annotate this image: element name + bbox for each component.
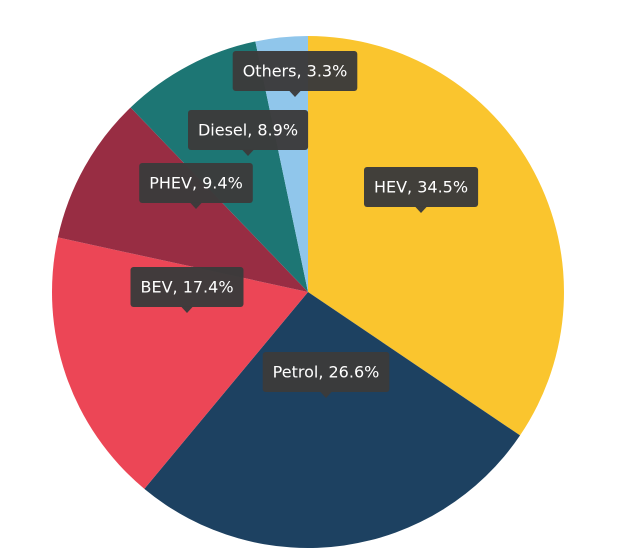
tooltip-petrol: Petrol, 26.6% <box>262 352 390 398</box>
tooltip-label: Others, 3.3% <box>243 62 348 81</box>
tooltip-box <box>130 267 244 307</box>
tooltip-pointer <box>242 149 254 156</box>
tooltip-box <box>232 51 358 91</box>
tooltip-box <box>139 163 253 203</box>
tooltip-label: Petrol, 26.6% <box>273 363 380 382</box>
tooltip-bev: BEV, 17.4% <box>130 267 244 313</box>
tooltip-pointer <box>320 391 332 398</box>
tooltip-pointer <box>289 90 301 97</box>
pie-slice-bev[interactable] <box>51 237 309 489</box>
tooltip-label: HEV, 34.5% <box>374 178 468 197</box>
tooltip-diesel: Diesel, 8.9% <box>188 110 309 156</box>
slice-tooltips: HEV, 34.5% Petrol, 26.6% BEV, 17.4% PHEV, 9… <box>130 51 479 398</box>
tooltip-label: BEV, 17.4% <box>140 278 233 297</box>
tooltip-hev: HEV, 34.5% <box>364 167 479 213</box>
pie-slice-others[interactable] <box>255 36 308 292</box>
tooltip-pointer <box>181 306 193 313</box>
tooltip-phev: PHEV, 9.4% <box>139 163 253 209</box>
tooltip-box <box>262 352 390 392</box>
pie-slice-hev[interactable] <box>308 36 564 436</box>
pie-slice-petrol[interactable] <box>144 292 521 548</box>
tooltip-pointer <box>190 202 202 209</box>
tooltip-box <box>188 110 309 150</box>
tooltip-box <box>364 167 479 207</box>
tooltip-label: PHEV, 9.4% <box>149 174 243 193</box>
tooltip-pointer <box>415 206 427 213</box>
tooltip-label: Diesel, 8.9% <box>198 121 298 140</box>
tooltip-others: Others, 3.3% <box>232 51 358 97</box>
